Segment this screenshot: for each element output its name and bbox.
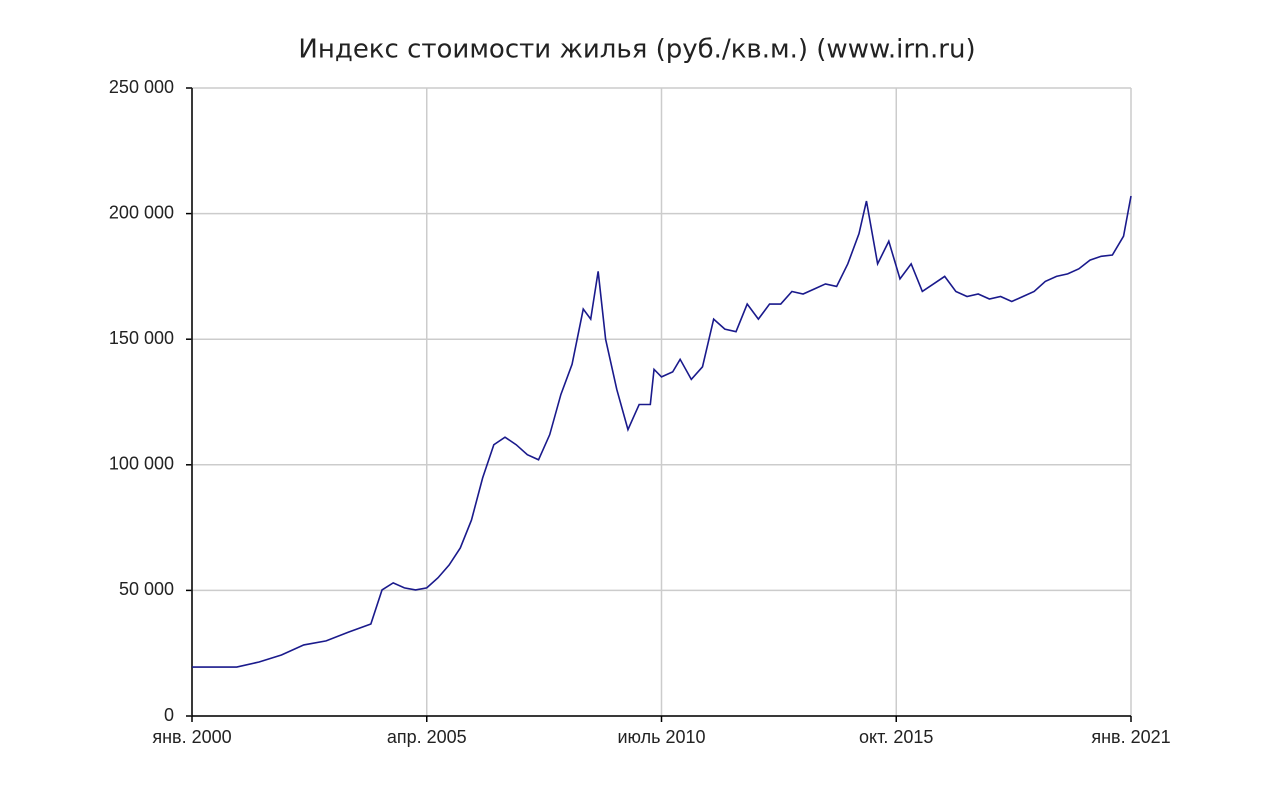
y-tick-label: 50 000 bbox=[119, 579, 174, 599]
y-tick-label: 150 000 bbox=[109, 328, 174, 348]
x-tick-label: окт. 2015 bbox=[859, 727, 933, 747]
chart-title: Индекс стоимости жилья (руб./кв.м.) (www… bbox=[298, 35, 975, 65]
x-tick-label: янв. 2021 bbox=[1091, 727, 1170, 747]
x-tick-label: янв. 2000 bbox=[152, 727, 231, 747]
x-tick-label: июль 2010 bbox=[617, 727, 705, 747]
y-tick-label: 200 000 bbox=[109, 202, 174, 222]
line-series bbox=[192, 195, 1132, 668]
y-tick-label: 250 000 bbox=[109, 77, 174, 97]
y-tick-label: 100 000 bbox=[109, 454, 174, 474]
x-tick-label: апр. 2005 bbox=[387, 727, 467, 747]
y-tick-label: 0 bbox=[164, 705, 174, 725]
